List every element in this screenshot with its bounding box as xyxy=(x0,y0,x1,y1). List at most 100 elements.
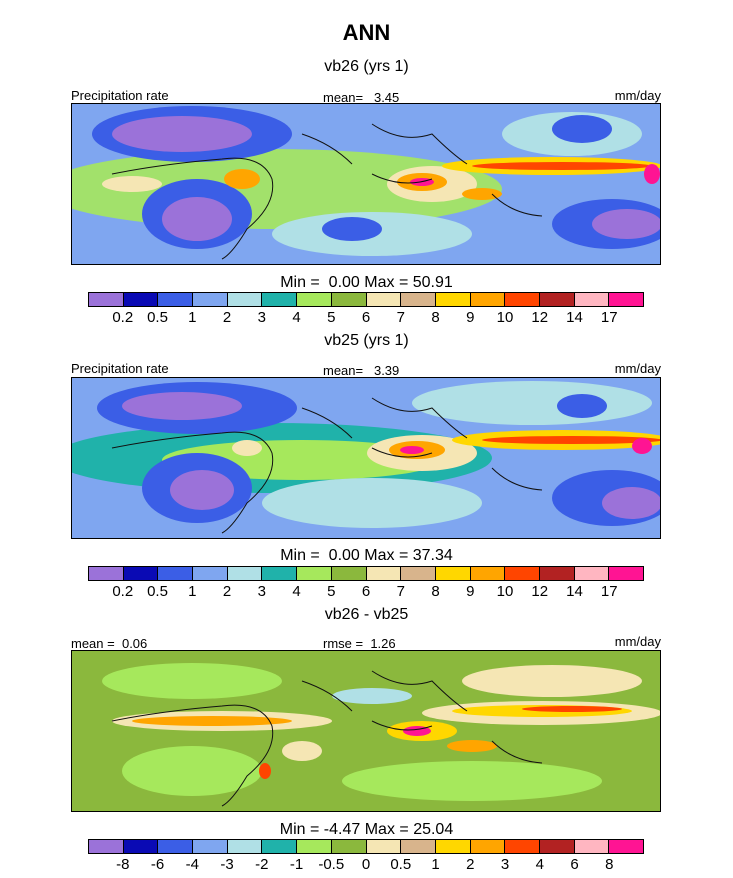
panel3-mean-value: 0.06 xyxy=(121,636,148,651)
colorbar-tick-label: 8 xyxy=(431,583,440,600)
colorbar-swatch xyxy=(227,293,263,306)
panel2-min-label: Min = xyxy=(280,547,320,564)
panel1-colorbar-ticks: 0.2 0.5 1 2 3 4 5 6 7 8 9 10 12 14 17 xyxy=(88,309,644,326)
colorbar-tick-label: 0.5 xyxy=(147,583,168,600)
colorbar-swatch xyxy=(158,840,194,853)
colorbar-tick-label: 14 xyxy=(566,309,583,326)
colorbar-tick-label: 17 xyxy=(600,309,618,326)
colorbar-tick-label: 5 xyxy=(327,583,336,600)
colorbar-swatch xyxy=(609,840,643,853)
colorbar-tick-label: 2 xyxy=(222,583,232,600)
colorbar-tick-label: 7 xyxy=(396,583,405,600)
colorbar-tick-label: -8 xyxy=(116,856,130,873)
colorbar-swatch xyxy=(574,293,610,306)
panel1-field xyxy=(72,104,660,264)
colorbar-swatch xyxy=(158,293,194,306)
panel3-colorbar-ticks: -8 -6 -4 -3 -2 -1 -0.5 0 0.5 1 2 3 4 6 8 xyxy=(88,856,644,873)
panel3-max-value: 25.04 xyxy=(413,821,454,838)
colorbar-tick-label: 10 xyxy=(496,583,514,600)
panel2-mean: mean= 3.39 xyxy=(323,363,399,378)
colorbar-swatch xyxy=(297,567,332,580)
colorbar-tick-label: 6 xyxy=(361,583,371,600)
panel2-variable: Precipitation rate xyxy=(71,361,169,376)
panel2-max-value: 37.34 xyxy=(412,547,453,564)
panel3-title: vb26 - vb25 xyxy=(324,606,409,623)
colorbar-swatch xyxy=(89,293,124,306)
colorbar-swatch xyxy=(505,567,540,580)
colorbar-tick-label: 1 xyxy=(188,583,197,600)
colorbar-swatch xyxy=(193,567,228,580)
panel2-colorbar xyxy=(88,566,644,581)
colorbar-swatch xyxy=(609,567,643,580)
colorbar-swatch xyxy=(505,293,540,306)
panel3-mean-label: mean = xyxy=(71,636,115,651)
colorbar-tick-label: -4 xyxy=(185,856,199,873)
colorbar-tick-label: 3 xyxy=(500,856,510,873)
colorbar-swatch xyxy=(401,293,436,306)
panel3-units: mm/day xyxy=(614,634,661,649)
colorbar-tick-label: 6 xyxy=(570,856,579,873)
colorbar-swatch xyxy=(297,293,332,306)
colorbar-tick-label: 4 xyxy=(535,856,544,873)
panel2-mean-label: mean= xyxy=(323,363,364,378)
colorbar-swatch xyxy=(331,293,367,306)
colorbar-swatch xyxy=(331,567,367,580)
panel3-colorbar xyxy=(88,839,644,854)
colorbar-swatch xyxy=(505,840,540,853)
colorbar-swatch xyxy=(470,840,506,853)
colorbar-tick-label: 9 xyxy=(466,583,475,600)
colorbar-tick-label: 3 xyxy=(257,583,266,600)
colorbar-swatch xyxy=(262,840,298,853)
colorbar-tick-label: 0 xyxy=(361,856,371,873)
panel2-min-value: 0.00 xyxy=(328,547,360,564)
panel3-mean: mean = 0.06 xyxy=(71,636,147,651)
panel1-variable: Precipitation rate xyxy=(71,88,169,103)
colorbar-swatch xyxy=(574,840,610,853)
panel2-field xyxy=(72,378,660,538)
panel1-max-label: Max = xyxy=(364,274,409,291)
colorbar-tick-label: -6 xyxy=(150,856,165,873)
colorbar-swatch xyxy=(470,567,506,580)
colorbar-tick-label: 7 xyxy=(396,309,405,326)
colorbar-tick-label: -2 xyxy=(255,856,269,873)
panel1-minmax: Min = 0.00 Max = 50.91 xyxy=(0,274,733,292)
colorbar-swatch xyxy=(89,840,124,853)
colorbar-swatch xyxy=(89,567,124,580)
colorbar-swatch xyxy=(401,567,436,580)
colorbar-swatch xyxy=(366,293,402,306)
colorbar-tick-label: 12 xyxy=(531,583,549,600)
colorbar-swatch xyxy=(331,840,367,853)
colorbar-tick-label: 17 xyxy=(600,583,618,600)
colorbar-tick-label: 3 xyxy=(257,309,266,326)
panel1-colorbar xyxy=(88,292,644,307)
colorbar-tick-label: 6 xyxy=(361,309,371,326)
figure-title: ANN xyxy=(342,20,391,45)
colorbar-swatch xyxy=(539,840,575,853)
colorbar-swatch xyxy=(366,840,402,853)
panel3-min-value: -4.47 xyxy=(323,821,361,838)
colorbar-tick-label: 14 xyxy=(566,583,583,600)
colorbar-swatch xyxy=(435,293,471,306)
colorbar-tick-label: -0.5 xyxy=(318,856,345,873)
colorbar-swatch xyxy=(158,567,194,580)
panel2-title: vb25 (yrs 1) xyxy=(324,332,409,349)
colorbar-tick-label: 1 xyxy=(188,309,197,326)
panel1-mean: mean= 3.45 xyxy=(323,90,399,105)
colorbar-swatch xyxy=(262,567,298,580)
panel3-minmax: Min = -4.47 Max = 25.04 xyxy=(0,821,733,839)
colorbar-tick-label: 2 xyxy=(222,309,232,326)
panel2-colorbar-ticks: 0.2 0.5 1 2 3 4 5 6 7 8 9 10 12 14 17 xyxy=(88,583,644,600)
colorbar-tick-label: 0.2 xyxy=(112,583,134,600)
colorbar-tick-label: 0.5 xyxy=(390,856,412,873)
colorbar-tick-label: 8 xyxy=(431,309,440,326)
colorbar-tick-label: 10 xyxy=(496,309,514,326)
panel2-map xyxy=(71,377,661,539)
colorbar-swatch xyxy=(539,293,575,306)
colorbar-swatch xyxy=(193,840,228,853)
panel1-map xyxy=(71,103,661,265)
panel2-max-label: Max = xyxy=(364,547,409,564)
colorbar-tick-label: 12 xyxy=(531,309,549,326)
colorbar-tick-label: 0.5 xyxy=(147,309,168,326)
colorbar-swatch xyxy=(123,567,159,580)
colorbar-swatch xyxy=(297,840,332,853)
